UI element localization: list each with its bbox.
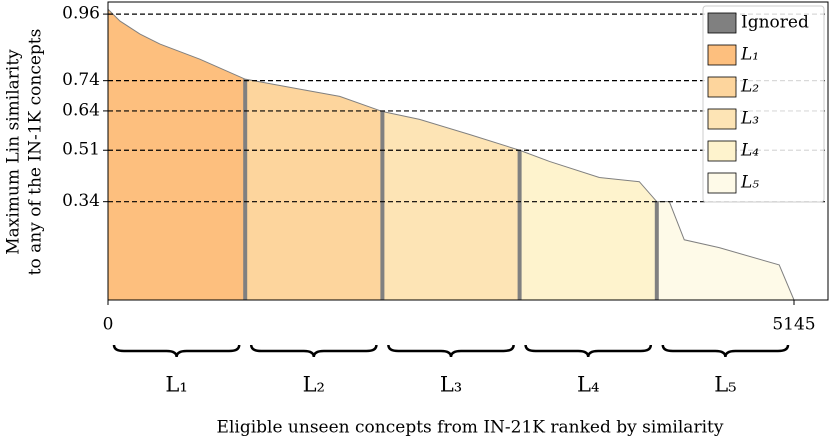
level-fill (108, 9, 246, 300)
brace (524, 344, 653, 358)
y-tick-label: 0.64 (62, 100, 100, 120)
brace (249, 344, 378, 358)
y-tick-label: 0.34 (62, 191, 100, 211)
level-fill (519, 150, 657, 300)
legend-label: L₁ (740, 45, 759, 65)
level-fill (656, 201, 794, 300)
legend-label: L₅ (740, 173, 759, 193)
level-label: L₁ (165, 373, 187, 397)
legend-swatch (707, 12, 737, 34)
x-axis-label: Eligible unseen concepts from IN-21K ran… (217, 418, 724, 438)
y-tick-label: 0.96 (62, 4, 100, 24)
legend-label: L₄ (740, 141, 759, 161)
level-fill (382, 111, 520, 300)
level-label: L₅ (714, 373, 736, 397)
legend-swatch (707, 44, 737, 66)
y-axis-label: Maximum Lin similarity (4, 49, 24, 255)
y-tick-label: 0.51 (62, 140, 100, 160)
y-axis-label: to any of the IN-1K concepts (26, 29, 46, 276)
legend-swatch (707, 172, 737, 194)
level-fill (245, 79, 383, 300)
similarity-line (107, 8, 795, 301)
brace (661, 344, 790, 358)
level-label: L₃ (440, 373, 462, 397)
x-tick-label: 0 (103, 315, 114, 335)
legend-label: Ignored (741, 13, 809, 33)
y-tick-label: 0.74 (62, 70, 100, 90)
legend-label: L₂ (740, 77, 759, 97)
plot-frame (107, 1, 829, 301)
legend-swatch (707, 76, 737, 98)
x-tick-label: 5145 (772, 315, 815, 335)
brace (387, 344, 515, 358)
legend-swatch (707, 140, 737, 162)
brace (112, 344, 241, 358)
legend-label: L₃ (740, 109, 759, 129)
level-label: L₄ (577, 373, 599, 397)
level-label: L₂ (303, 373, 325, 397)
legend-swatch (707, 108, 737, 130)
